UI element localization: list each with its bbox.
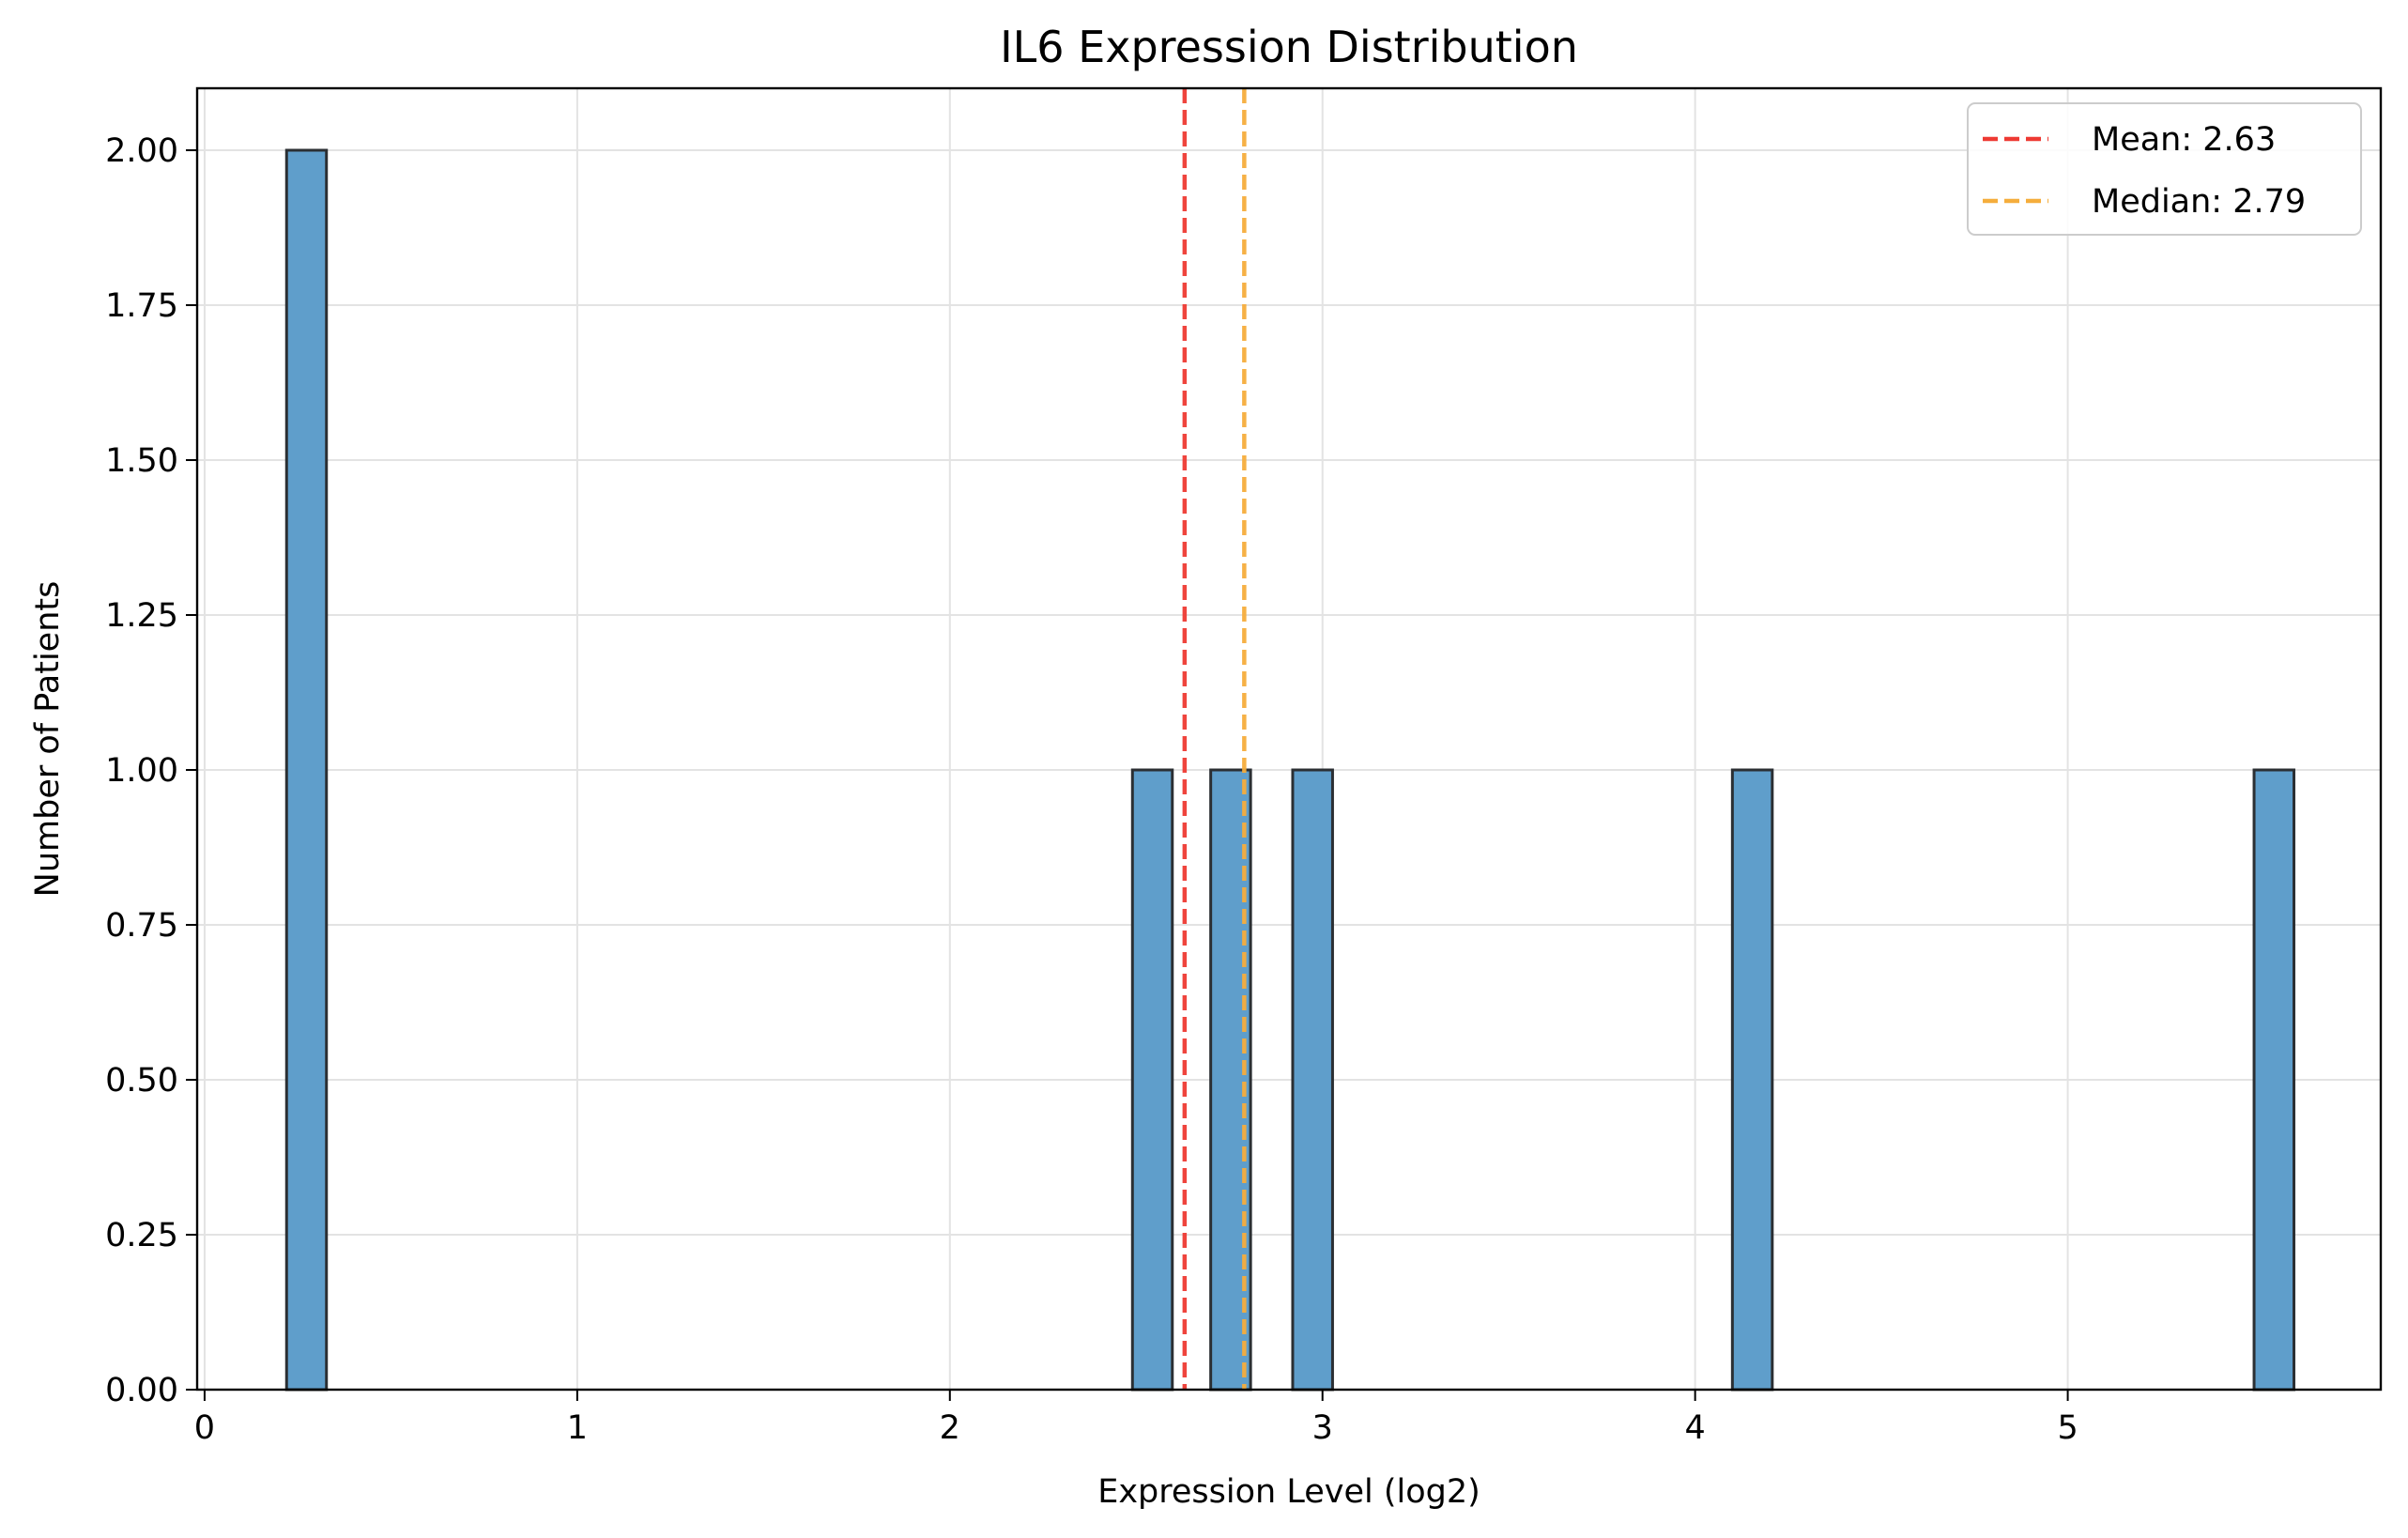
y-tick-label: 0.50	[105, 1062, 178, 1100]
reference-lines	[1182, 88, 1247, 1390]
y-tick-label: 1.25	[105, 597, 178, 635]
y-tick-label: 0.75	[105, 907, 178, 945]
y-tick-label: 1.50	[105, 442, 178, 480]
x-tick-label: 1	[567, 1409, 588, 1447]
grid-lines	[197, 88, 2381, 1391]
x-tick-label: 2	[940, 1409, 960, 1447]
y-tick-label: 0.00	[105, 1372, 178, 1409]
y-tick-label: 1.00	[105, 752, 178, 790]
x-tick-label: 3	[1312, 1409, 1333, 1447]
x-axis-ticks: 0 1 2 3 4 5	[194, 1390, 2078, 1447]
x-axis-label: Expression Level (log2)	[1097, 1473, 1480, 1511]
plot-frame	[195, 86, 2383, 1392]
y-axis-label: Number of Patients	[29, 581, 67, 898]
x-tick-label: 5	[2057, 1409, 2078, 1447]
histogram-bar-5	[2252, 768, 2296, 1392]
legend: Mean: 2.63 Median: 2.79	[1967, 102, 2362, 236]
y-tick-label: 0.25	[105, 1217, 178, 1254]
y-axis-ticks: 0.00 0.25 0.50 0.75 1.00 1.25 1.50 1.75 2.00	[105, 132, 197, 1409]
legend-box	[1967, 102, 2362, 236]
x-tick-label: 0	[194, 1409, 215, 1447]
histogram-bar-3	[1291, 768, 1334, 1392]
histogram-bar-1	[1130, 768, 1174, 1392]
y-tick-label: 1.75	[105, 287, 178, 325]
x-tick-label: 4	[1685, 1409, 1706, 1447]
histogram-bar-0	[284, 148, 329, 1392]
histogram-bar-2	[1209, 768, 1252, 1392]
legend-label-mean: Mean: 2.63	[2092, 121, 2276, 159]
y-tick-label: 2.00	[105, 132, 178, 170]
histogram-bar-4	[1730, 768, 1774, 1392]
chart-title: IL6 Expression Distribution	[1000, 22, 1578, 72]
legend-label-median: Median: 2.79	[2092, 183, 2306, 221]
